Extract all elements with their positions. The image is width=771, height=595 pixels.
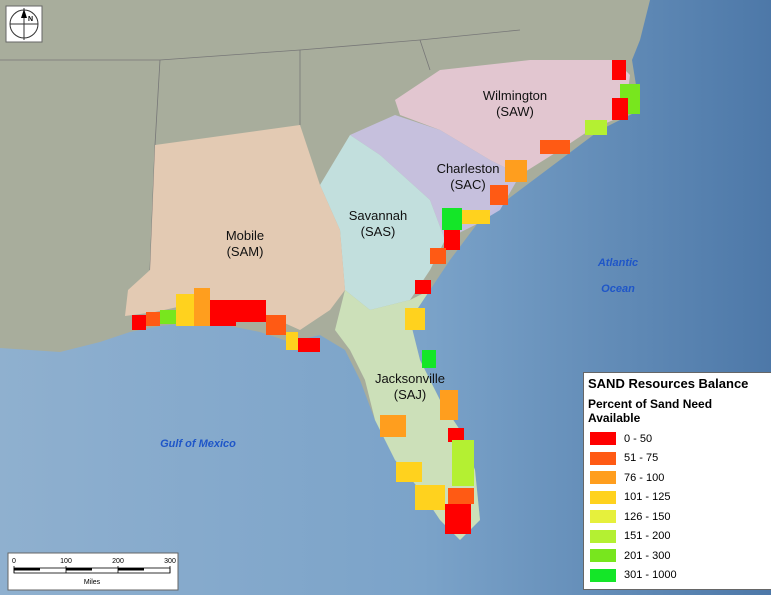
district-code: (SAJ) [394,387,427,402]
district-sam [125,125,345,330]
north-label: N [28,16,33,23]
water-label: Gulf of Mexico [160,438,236,450]
legend-swatch [590,549,616,563]
legend-item: 126 - 150 [588,507,768,527]
district-code: (SAS) [361,224,396,239]
legend-item: 0 - 50 [588,429,768,449]
legend-title: SAND Resources Balance [588,376,749,391]
district-code: (SAC) [450,177,485,192]
legend-label: 126 - 150 [624,510,671,523]
legend-item: 301 - 1000 [588,566,768,586]
legend-swatch [590,568,616,582]
water-label: Ocean [601,283,635,295]
district-saj [335,290,480,540]
district-name: Charleston [437,161,500,176]
coastal-segments [132,60,640,534]
scale-segment [118,568,144,571]
scale-tick-label: 100 [60,558,72,565]
legend-swatch [590,529,616,543]
legend-swatch [590,451,616,465]
legend-subtitle: Percent of Sand Need Available [588,397,713,425]
legend-label: 201 - 300 [624,549,671,562]
legend-items: 0 - 50 51 - 75 76 - 100 101 - 125 126 - 150 1… [588,429,768,585]
district-sas [320,135,445,310]
district-name: Wilmington [483,88,547,103]
district-name: Savannah [349,208,408,223]
legend-label: 0 - 50 [624,432,653,445]
legend-label: 51 - 75 [624,452,659,465]
legend-item: 151 - 200 [588,527,768,547]
legend-item: 76 - 100 [588,468,768,488]
legend-item: 51 - 75 [588,449,768,469]
scale-segment [66,568,92,571]
legend-swatch [590,490,616,504]
water-label: Atlantic [597,257,638,269]
legend-label: 151 - 200 [624,530,671,543]
scale-unit: Miles [84,579,101,586]
legend: SAND Resources Balance Percent of Sand N… [583,372,771,590]
legend-item: 201 - 300 [588,546,768,566]
north-arrow: N [5,5,43,43]
district-sac [350,115,520,240]
legend-swatch [590,432,616,446]
legend-swatch [590,510,616,524]
scale-segment [14,568,40,571]
district-saw [395,60,630,175]
scale-tick-label: 0 [12,558,16,565]
district-code: (SAM) [227,244,264,259]
legend-label: 76 - 100 [624,471,665,484]
legend-item: 101 - 125 [588,488,768,508]
legend-swatch [590,471,616,485]
legend-label: 301 - 1000 [624,569,677,582]
scale-tick-label: 300 [164,558,176,565]
legend-label: 101 - 125 [624,491,671,504]
district-name: Jacksonville [375,371,445,386]
district-name: Mobile [226,228,264,243]
district-code: (SAW) [496,104,534,119]
scale-tick-label: 200 [112,558,124,565]
